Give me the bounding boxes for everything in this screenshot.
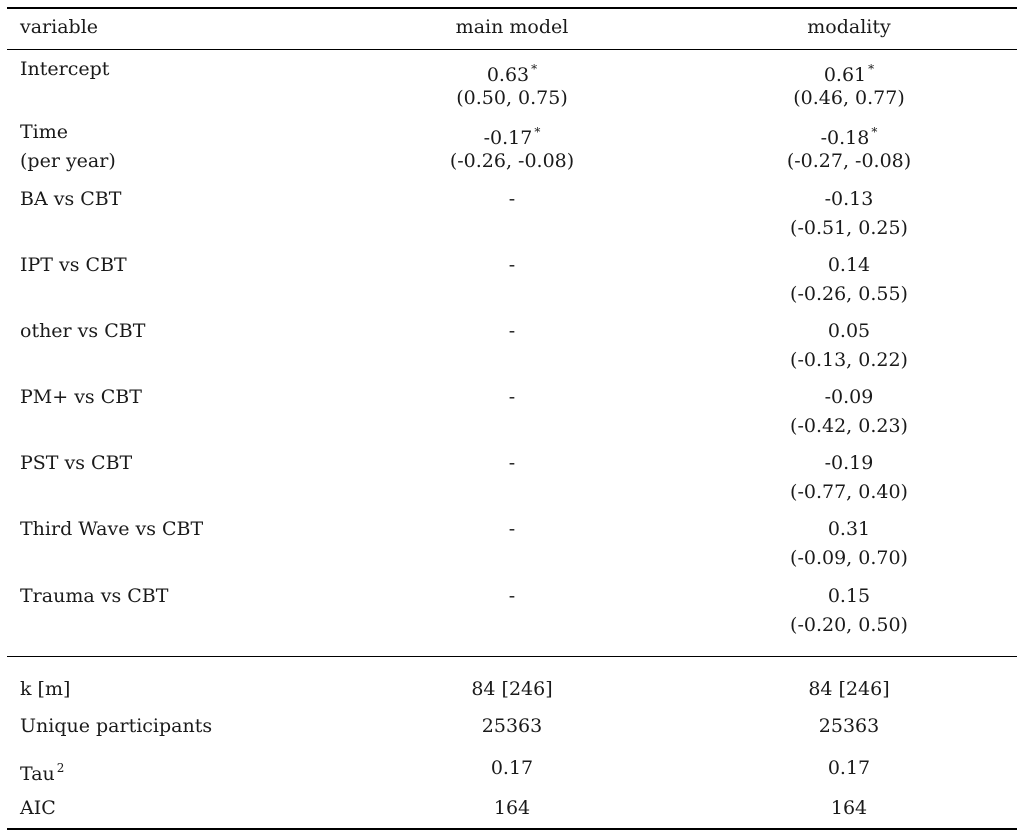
modality-ci: (-0.77, 0.40)	[790, 481, 908, 503]
modality-estimate: -0.09	[824, 386, 874, 408]
stat-label: Unique participants	[20, 715, 213, 737]
row-label: Intercept	[20, 58, 110, 80]
main-model-stat: 0.17	[490, 757, 534, 779]
main-model-estimate: -	[508, 518, 516, 540]
modality-stat: 0.17	[827, 757, 871, 779]
row-label: PST vs CBT	[20, 452, 133, 474]
header-variable: variable	[20, 16, 99, 38]
modality-estimate: 0.14	[827, 254, 871, 276]
modality-ci: (-0.42, 0.23)	[790, 415, 908, 437]
modality-ci: (-0.20, 0.50)	[790, 614, 908, 636]
row-label: Trauma vs CBT	[20, 585, 169, 607]
top-rule	[7, 7, 1017, 9]
row-label: IPT vs CBT	[20, 254, 127, 276]
modality-ci: (-0.09, 0.70)	[790, 547, 908, 569]
row-label: (per year)	[20, 150, 116, 172]
row-label: BA vs CBT	[20, 188, 122, 210]
significance-marker: *	[531, 62, 538, 76]
modality-ci: (-0.13, 0.22)	[790, 349, 908, 371]
modality-stat: 25363	[818, 715, 880, 737]
modality-stat: 84 [246]	[808, 678, 890, 700]
significance-marker: 2	[56, 761, 65, 775]
modality-ci: (-0.27, -0.08)	[786, 150, 912, 172]
stat-label: AIC	[20, 797, 56, 819]
header-rule	[7, 49, 1017, 50]
modality-estimate: 0.15	[827, 585, 871, 607]
modality-estimate: 0.61 *	[823, 62, 875, 86]
modality-ci: (-0.26, 0.55)	[790, 283, 908, 305]
stat-label: Tau 2	[20, 761, 65, 785]
main-model-ci: (0.50, 0.75)	[456, 87, 568, 109]
main-model-stat: 25363	[481, 715, 543, 737]
main-model-estimate: -	[508, 188, 516, 210]
stat-label: k [m]	[20, 678, 71, 700]
main-model-estimate: -	[508, 452, 516, 474]
main-model-estimate: -	[508, 386, 516, 408]
mid-rule	[7, 656, 1017, 657]
significance-marker: *	[868, 62, 875, 76]
main-model-estimate: -	[508, 585, 516, 607]
row-label: other vs CBT	[20, 320, 146, 342]
header-modality: modality	[807, 16, 891, 38]
row-label: PM+ vs CBT	[20, 386, 142, 408]
modality-estimate: -0.18 *	[820, 125, 878, 149]
main-model-ci: (-0.26, -0.08)	[449, 150, 575, 172]
row-label: Third Wave vs CBT	[20, 518, 204, 540]
modality-stat: 164	[830, 797, 868, 819]
modality-estimate: -0.13	[824, 188, 874, 210]
significance-marker: *	[871, 125, 878, 139]
modality-ci: (-0.51, 0.25)	[790, 217, 908, 239]
significance-marker: *	[534, 125, 541, 139]
modality-estimate: 0.05	[827, 320, 871, 342]
bottom-rule	[7, 828, 1017, 830]
modality-ci: (0.46, 0.77)	[793, 87, 905, 109]
main-model-stat: 84 [246]	[471, 678, 553, 700]
main-model-estimate: 0.63 *	[486, 62, 538, 86]
main-model-stat: 164	[493, 797, 531, 819]
main-model-estimate: -	[508, 320, 516, 342]
modality-estimate: 0.31	[827, 518, 871, 540]
modality-estimate: -0.19	[824, 452, 874, 474]
main-model-estimate: -	[508, 254, 516, 276]
main-model-estimate: -0.17 *	[483, 125, 541, 149]
row-label: Time	[20, 121, 69, 143]
header-main-model: main model	[455, 16, 569, 38]
